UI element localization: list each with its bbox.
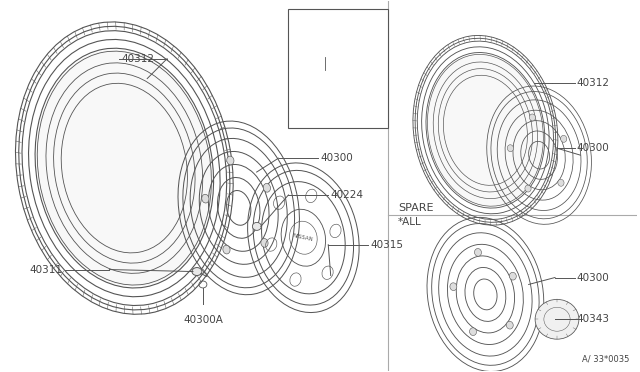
Text: 40300: 40300 [577, 143, 610, 153]
Text: 40300: 40300 [577, 273, 610, 282]
Ellipse shape [474, 248, 481, 256]
Text: 40315: 40315 [370, 240, 403, 250]
Ellipse shape [192, 267, 202, 276]
Ellipse shape [525, 185, 531, 192]
Text: 40311: 40311 [29, 264, 63, 275]
Bar [289, 9, 388, 128]
Text: NISSAN: NISSAN [292, 233, 314, 242]
Ellipse shape [509, 272, 516, 280]
Text: SPARE: SPARE [398, 203, 433, 213]
Ellipse shape [307, 70, 343, 102]
Ellipse shape [227, 156, 234, 165]
Text: 40224: 40224 [330, 190, 364, 200]
Ellipse shape [561, 135, 567, 142]
Text: 4WD: 4WD [296, 20, 324, 33]
Text: 40300A: 40300A [183, 315, 223, 325]
Text: *ALL: *ALL [398, 217, 422, 227]
Ellipse shape [529, 114, 536, 121]
Ellipse shape [223, 245, 230, 254]
Text: A/ 33*0035: A/ 33*0035 [582, 355, 629, 363]
Text: 40343: 40343 [308, 44, 341, 54]
Ellipse shape [470, 328, 477, 336]
Ellipse shape [427, 54, 544, 207]
Ellipse shape [450, 283, 457, 291]
Ellipse shape [261, 238, 268, 247]
Ellipse shape [508, 145, 513, 152]
Ellipse shape [506, 321, 513, 329]
Text: 40300: 40300 [320, 153, 353, 163]
Ellipse shape [202, 194, 209, 203]
Ellipse shape [252, 222, 261, 230]
Ellipse shape [535, 299, 579, 339]
Text: 40312: 40312 [122, 54, 154, 64]
Ellipse shape [36, 50, 212, 286]
Ellipse shape [263, 183, 271, 192]
Text: 40312: 40312 [577, 77, 610, 87]
Ellipse shape [558, 179, 564, 186]
Text: 40343: 40343 [577, 314, 610, 324]
